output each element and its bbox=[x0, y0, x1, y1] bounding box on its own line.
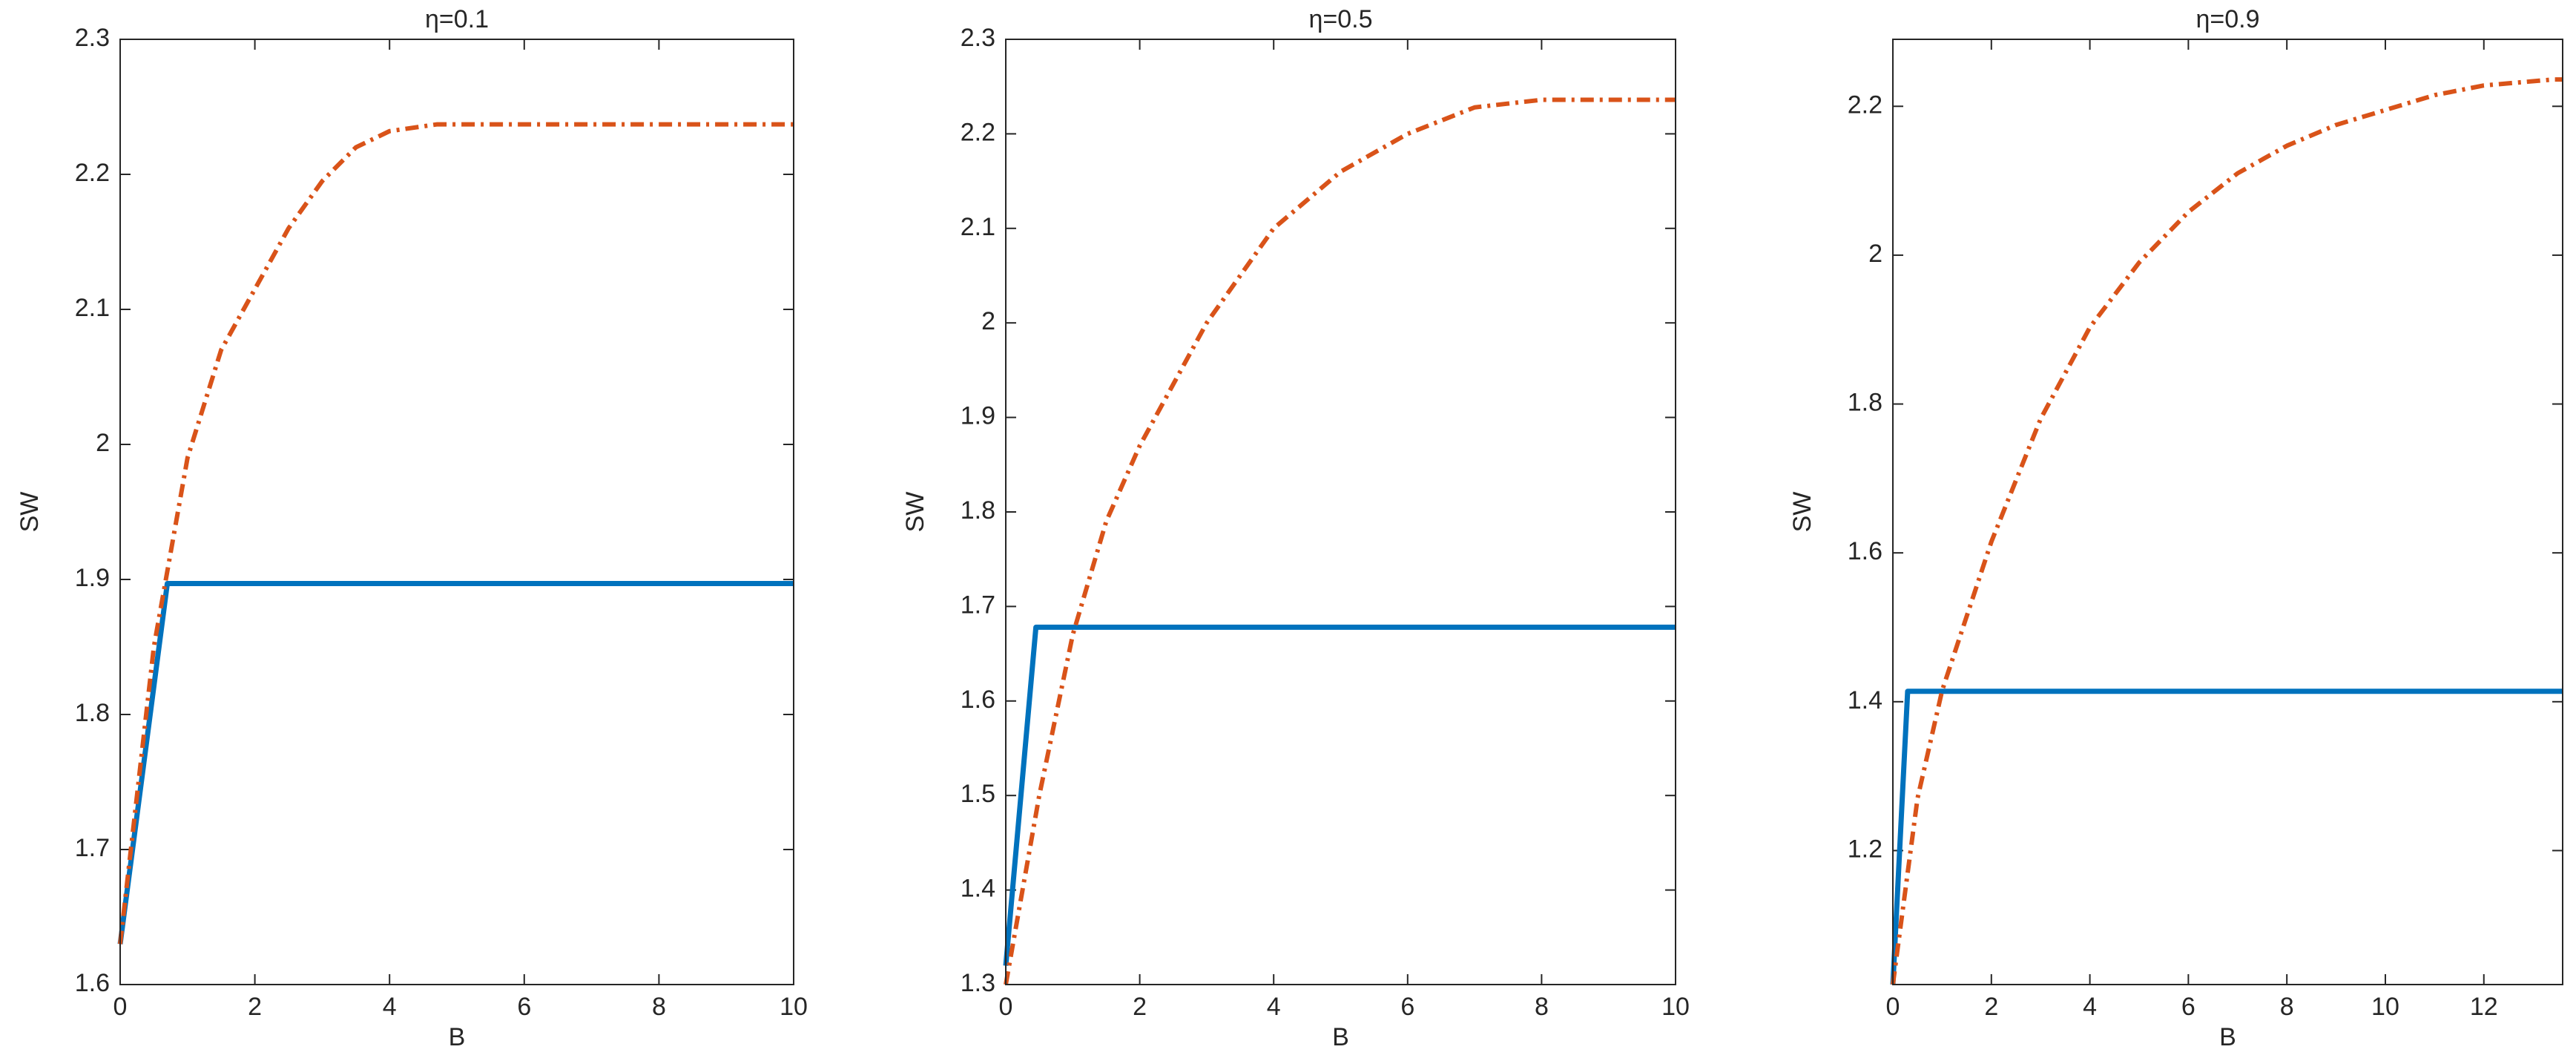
y-tick-label: 2 bbox=[1868, 240, 1882, 268]
data-line bbox=[118, 122, 794, 944]
x-tick-label: 8 bbox=[2280, 993, 2294, 1021]
y-tick-label: 1.2 bbox=[1848, 835, 1882, 863]
y-tick-label: 2.1 bbox=[75, 294, 110, 322]
data-line bbox=[1890, 689, 2563, 985]
y-tick-label: 1.7 bbox=[961, 591, 995, 619]
y-tick-label: 1.8 bbox=[1848, 389, 1882, 417]
y-tick-label: 2.3 bbox=[961, 24, 995, 52]
plot-area bbox=[120, 39, 794, 985]
plot-area bbox=[1006, 39, 1676, 985]
x-tick-label: 2 bbox=[248, 993, 262, 1021]
x-tick-label: 0 bbox=[1886, 993, 1900, 1021]
x-tick-label: 2 bbox=[1984, 993, 1998, 1021]
x-tick-label: 0 bbox=[999, 993, 1013, 1021]
x-tick-label: 10 bbox=[780, 993, 808, 1021]
x-tick-label: 6 bbox=[1400, 993, 1414, 1021]
x-tick-label: 12 bbox=[2470, 993, 2498, 1021]
data-line bbox=[1004, 97, 1676, 985]
y-tick-label: 2.2 bbox=[75, 159, 110, 187]
x-tick-label: 10 bbox=[1661, 993, 1690, 1021]
x-tick-label: 4 bbox=[1267, 993, 1281, 1021]
y-tick-label: 1.9 bbox=[961, 402, 995, 430]
y-tick-label: 2.2 bbox=[1848, 91, 1882, 119]
y-tick-label: 2 bbox=[981, 307, 995, 335]
axes-box bbox=[1005, 39, 1676, 985]
y-tick-label: 1.4 bbox=[961, 875, 995, 903]
x-tick-label: 6 bbox=[2181, 993, 2195, 1021]
y-tick-label: 1.6 bbox=[961, 686, 995, 714]
chart-title: η=0.9 bbox=[2195, 5, 2259, 33]
y-axis-label: SW bbox=[16, 492, 44, 533]
y-axis-label: SW bbox=[901, 492, 929, 533]
y-tick-label: 1.8 bbox=[961, 496, 995, 525]
y-tick-label: 1.6 bbox=[75, 969, 110, 997]
x-tick-label: 8 bbox=[1535, 993, 1549, 1021]
x-tick-label: 4 bbox=[2083, 993, 2097, 1021]
x-axis-label: B bbox=[449, 1023, 466, 1051]
axes-box bbox=[119, 39, 794, 985]
y-tick-label: 1.3 bbox=[961, 969, 995, 997]
y-tick-label: 1.7 bbox=[75, 834, 110, 862]
x-tick-label: 4 bbox=[383, 993, 397, 1021]
y-axis-label: SW bbox=[1788, 492, 1816, 533]
y-tick-label: 1.5 bbox=[961, 780, 995, 808]
chart-title: η=0.1 bbox=[425, 5, 489, 33]
y-tick-label: 2.1 bbox=[961, 213, 995, 241]
y-tick-label: 2.2 bbox=[961, 118, 995, 146]
x-tick-label: 2 bbox=[1133, 993, 1147, 1021]
y-tick-label: 1.6 bbox=[1848, 537, 1882, 565]
y-tick-label: 1.4 bbox=[1848, 686, 1882, 714]
y-tick-label: 1.8 bbox=[75, 699, 110, 727]
y-tick-label: 1.9 bbox=[75, 564, 110, 592]
axes-box bbox=[1892, 39, 2563, 985]
y-tick-label: 2.3 bbox=[75, 24, 110, 52]
x-tick-label: 10 bbox=[2371, 993, 2399, 1021]
x-tick-label: 0 bbox=[113, 993, 128, 1021]
y-tick-label: 2 bbox=[96, 429, 110, 457]
x-axis-label: B bbox=[2219, 1023, 2236, 1051]
x-tick-label: 6 bbox=[517, 993, 531, 1021]
data-line bbox=[1003, 624, 1676, 966]
data-line bbox=[1891, 77, 2563, 985]
x-axis-label: B bbox=[1332, 1023, 1349, 1051]
x-tick-label: 8 bbox=[652, 993, 666, 1021]
chart-title: η=0.5 bbox=[1308, 5, 1372, 33]
